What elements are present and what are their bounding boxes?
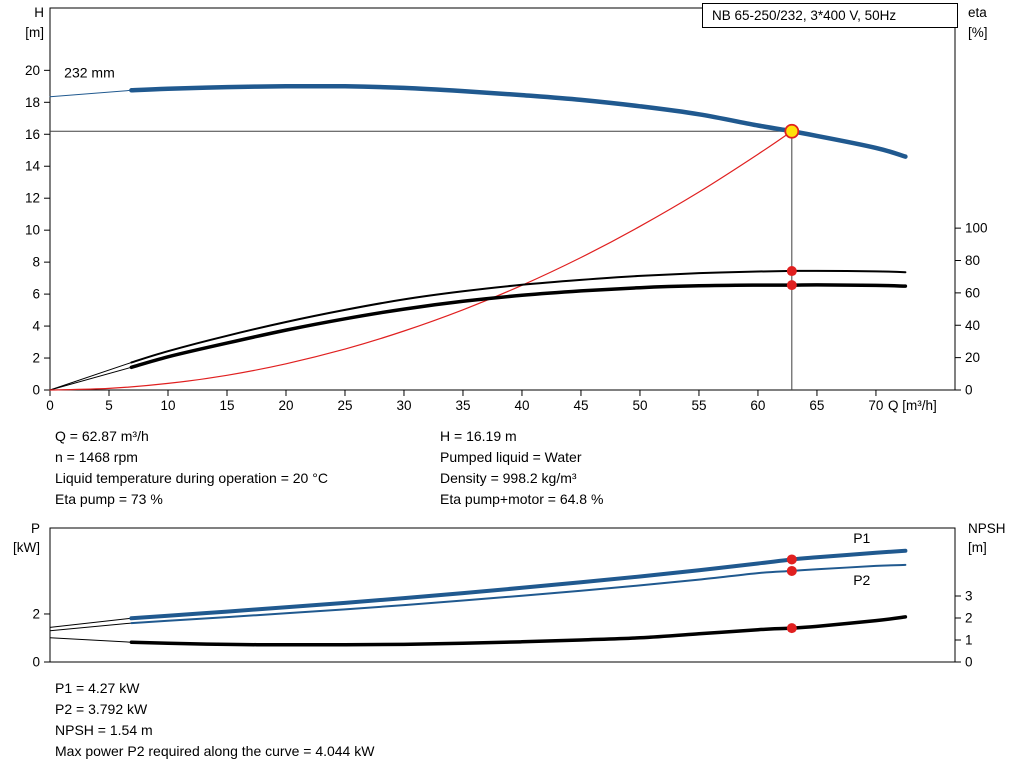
x-tick-label: 60	[750, 398, 765, 413]
head-plot-frame	[49, 7, 956, 391]
x-tick-label: 0	[46, 398, 54, 413]
info-density: Density = 998.2 kg/m³	[440, 470, 577, 486]
p1-lead-curve	[49, 617, 132, 628]
info-p1: P1 = 4.27 kW	[55, 680, 140, 696]
power-y-left-axis-title: [kW]	[13, 540, 40, 555]
y-left-tick-label: 0	[32, 655, 40, 670]
x-tick-label: 35	[455, 398, 470, 413]
y-left-tick-label: 8	[32, 255, 40, 270]
head-capacity-chart: 0 5 10 15 20 25 30 35 40 45 50 55 60 65 70 0 2 4 6 8 10 12 14 1…	[25, 5, 988, 413]
x-tick-label: 20	[278, 398, 293, 413]
y-right-tick-label: 80	[965, 253, 980, 268]
pump-model-box: NB 65-250/232, 3*400 V, 50Hz	[702, 3, 958, 28]
y-right-tick-label: 20	[965, 350, 980, 365]
info-eta-pump: Eta pump = 73 %	[55, 491, 163, 507]
y-right-tick-label: 2	[965, 610, 973, 625]
p1-duty-point	[786, 554, 797, 565]
x-tick-label: 5	[105, 398, 113, 413]
x-tick-label: 45	[573, 398, 588, 413]
y-left-tick-label: 2	[32, 606, 40, 621]
info-liquid-temp: Liquid temperature during operation = 20…	[55, 470, 328, 486]
y-right-tick-label: 60	[965, 285, 980, 300]
eta-pump-motor-lead-curve	[49, 366, 132, 391]
info-npsh: NPSH = 1.54 m	[55, 722, 153, 738]
eta-pump-lead-curve	[49, 362, 132, 391]
info-p2: P2 = 3.792 kW	[55, 701, 148, 717]
eta-pump-motor-curve	[129, 283, 908, 370]
info-head: H = 16.19 m	[440, 428, 517, 444]
x-tick-label: 50	[632, 398, 647, 413]
x-tick-label: 25	[337, 398, 352, 413]
y-right-tick-label: 0	[965, 383, 973, 398]
duty-info-left-column: Q = 62.87 m³/h n = 1468 rpm Liquid tempe…	[55, 426, 328, 510]
y-left-tick-label: 18	[25, 95, 40, 110]
info-speed: n = 1468 rpm	[55, 449, 138, 465]
x-tick-label: 40	[514, 398, 529, 413]
y-right-tick-label: 0	[965, 655, 973, 670]
info-max-p2: Max power P2 required along the curve = …	[55, 743, 375, 759]
head-y-left-axis-title: H	[34, 5, 44, 20]
power-y-right-axis-title: [m]	[968, 540, 987, 555]
x-tick-label: 55	[691, 398, 706, 413]
power-info-column: P1 = 4.27 kW P2 = 3.792 kW NPSH = 1.54 m…	[55, 678, 374, 762]
duty-point[interactable]	[784, 123, 800, 139]
pump-model-label: NB 65-250/232, 3*400 V, 50Hz	[712, 8, 897, 23]
y-left-tick-label: 4	[32, 319, 40, 334]
y-left-tick-label: 16	[25, 127, 40, 142]
impeller-diameter-label: 232 mm	[64, 65, 115, 81]
y-left-tick-label: 0	[32, 383, 40, 398]
p1-label: P1	[853, 530, 870, 546]
y-left-tick-label: 14	[25, 159, 41, 174]
head-x-axis-title: Q [m³/h]	[888, 398, 937, 413]
eta-pump-curve	[130, 269, 907, 364]
npsh-duty-point	[786, 623, 797, 634]
y-left-tick-label: 20	[25, 63, 40, 78]
info-pumped-liquid: Pumped liquid = Water	[440, 449, 582, 465]
p2-label: P2	[853, 572, 870, 588]
y-right-tick-label: 40	[965, 318, 980, 333]
y-right-tick-label: 100	[965, 221, 988, 236]
npsh-lead-curve	[49, 637, 132, 643]
p2-lead-curve	[49, 622, 132, 632]
x-tick-label: 10	[160, 398, 175, 413]
x-tick-label: 15	[219, 398, 234, 413]
y-right-tick-label: 1	[965, 632, 973, 647]
y-right-tick-label: 3	[965, 588, 973, 603]
y-left-tick-label: 12	[25, 191, 40, 206]
p2-curve	[130, 563, 907, 625]
y-left-tick-label: 6	[32, 287, 40, 302]
system-curve-curve	[49, 130, 793, 391]
head-232mm-curve	[129, 83, 908, 159]
power-y-left-axis-title: P	[31, 521, 40, 536]
eta-pump-motor-duty-point	[786, 280, 797, 291]
p2-duty-point	[786, 565, 797, 576]
head-lead-curve	[49, 89, 132, 98]
power-npsh-chart: 0 2 0 1 2 3 P1 P2 P [kW] NPSH [m]	[13, 521, 1006, 670]
info-eta-pump-motor: Eta pump+motor = 64.8 %	[440, 491, 604, 507]
info-flow: Q = 62.87 m³/h	[55, 428, 149, 444]
duty-info-right-column: H = 16.19 m Pumped liquid = Water Densit…	[440, 426, 603, 510]
x-tick-label: 65	[809, 398, 824, 413]
x-tick-label: 30	[396, 398, 411, 413]
power-y-right-axis-title: NPSH	[968, 521, 1006, 536]
y-left-tick-label: 2	[32, 351, 40, 366]
p1-curve	[129, 548, 908, 621]
x-tick-label: 70	[868, 398, 883, 413]
head-y-left-axis-title: [m]	[25, 25, 44, 40]
npsh-curve	[129, 615, 908, 647]
head-y-right-axis-title: eta	[968, 5, 987, 20]
power-plot-frame	[49, 527, 956, 663]
head-y-right-axis-title: [%]	[968, 25, 988, 40]
eta-pump-duty-point	[786, 266, 797, 277]
y-left-tick-label: 10	[25, 223, 40, 238]
